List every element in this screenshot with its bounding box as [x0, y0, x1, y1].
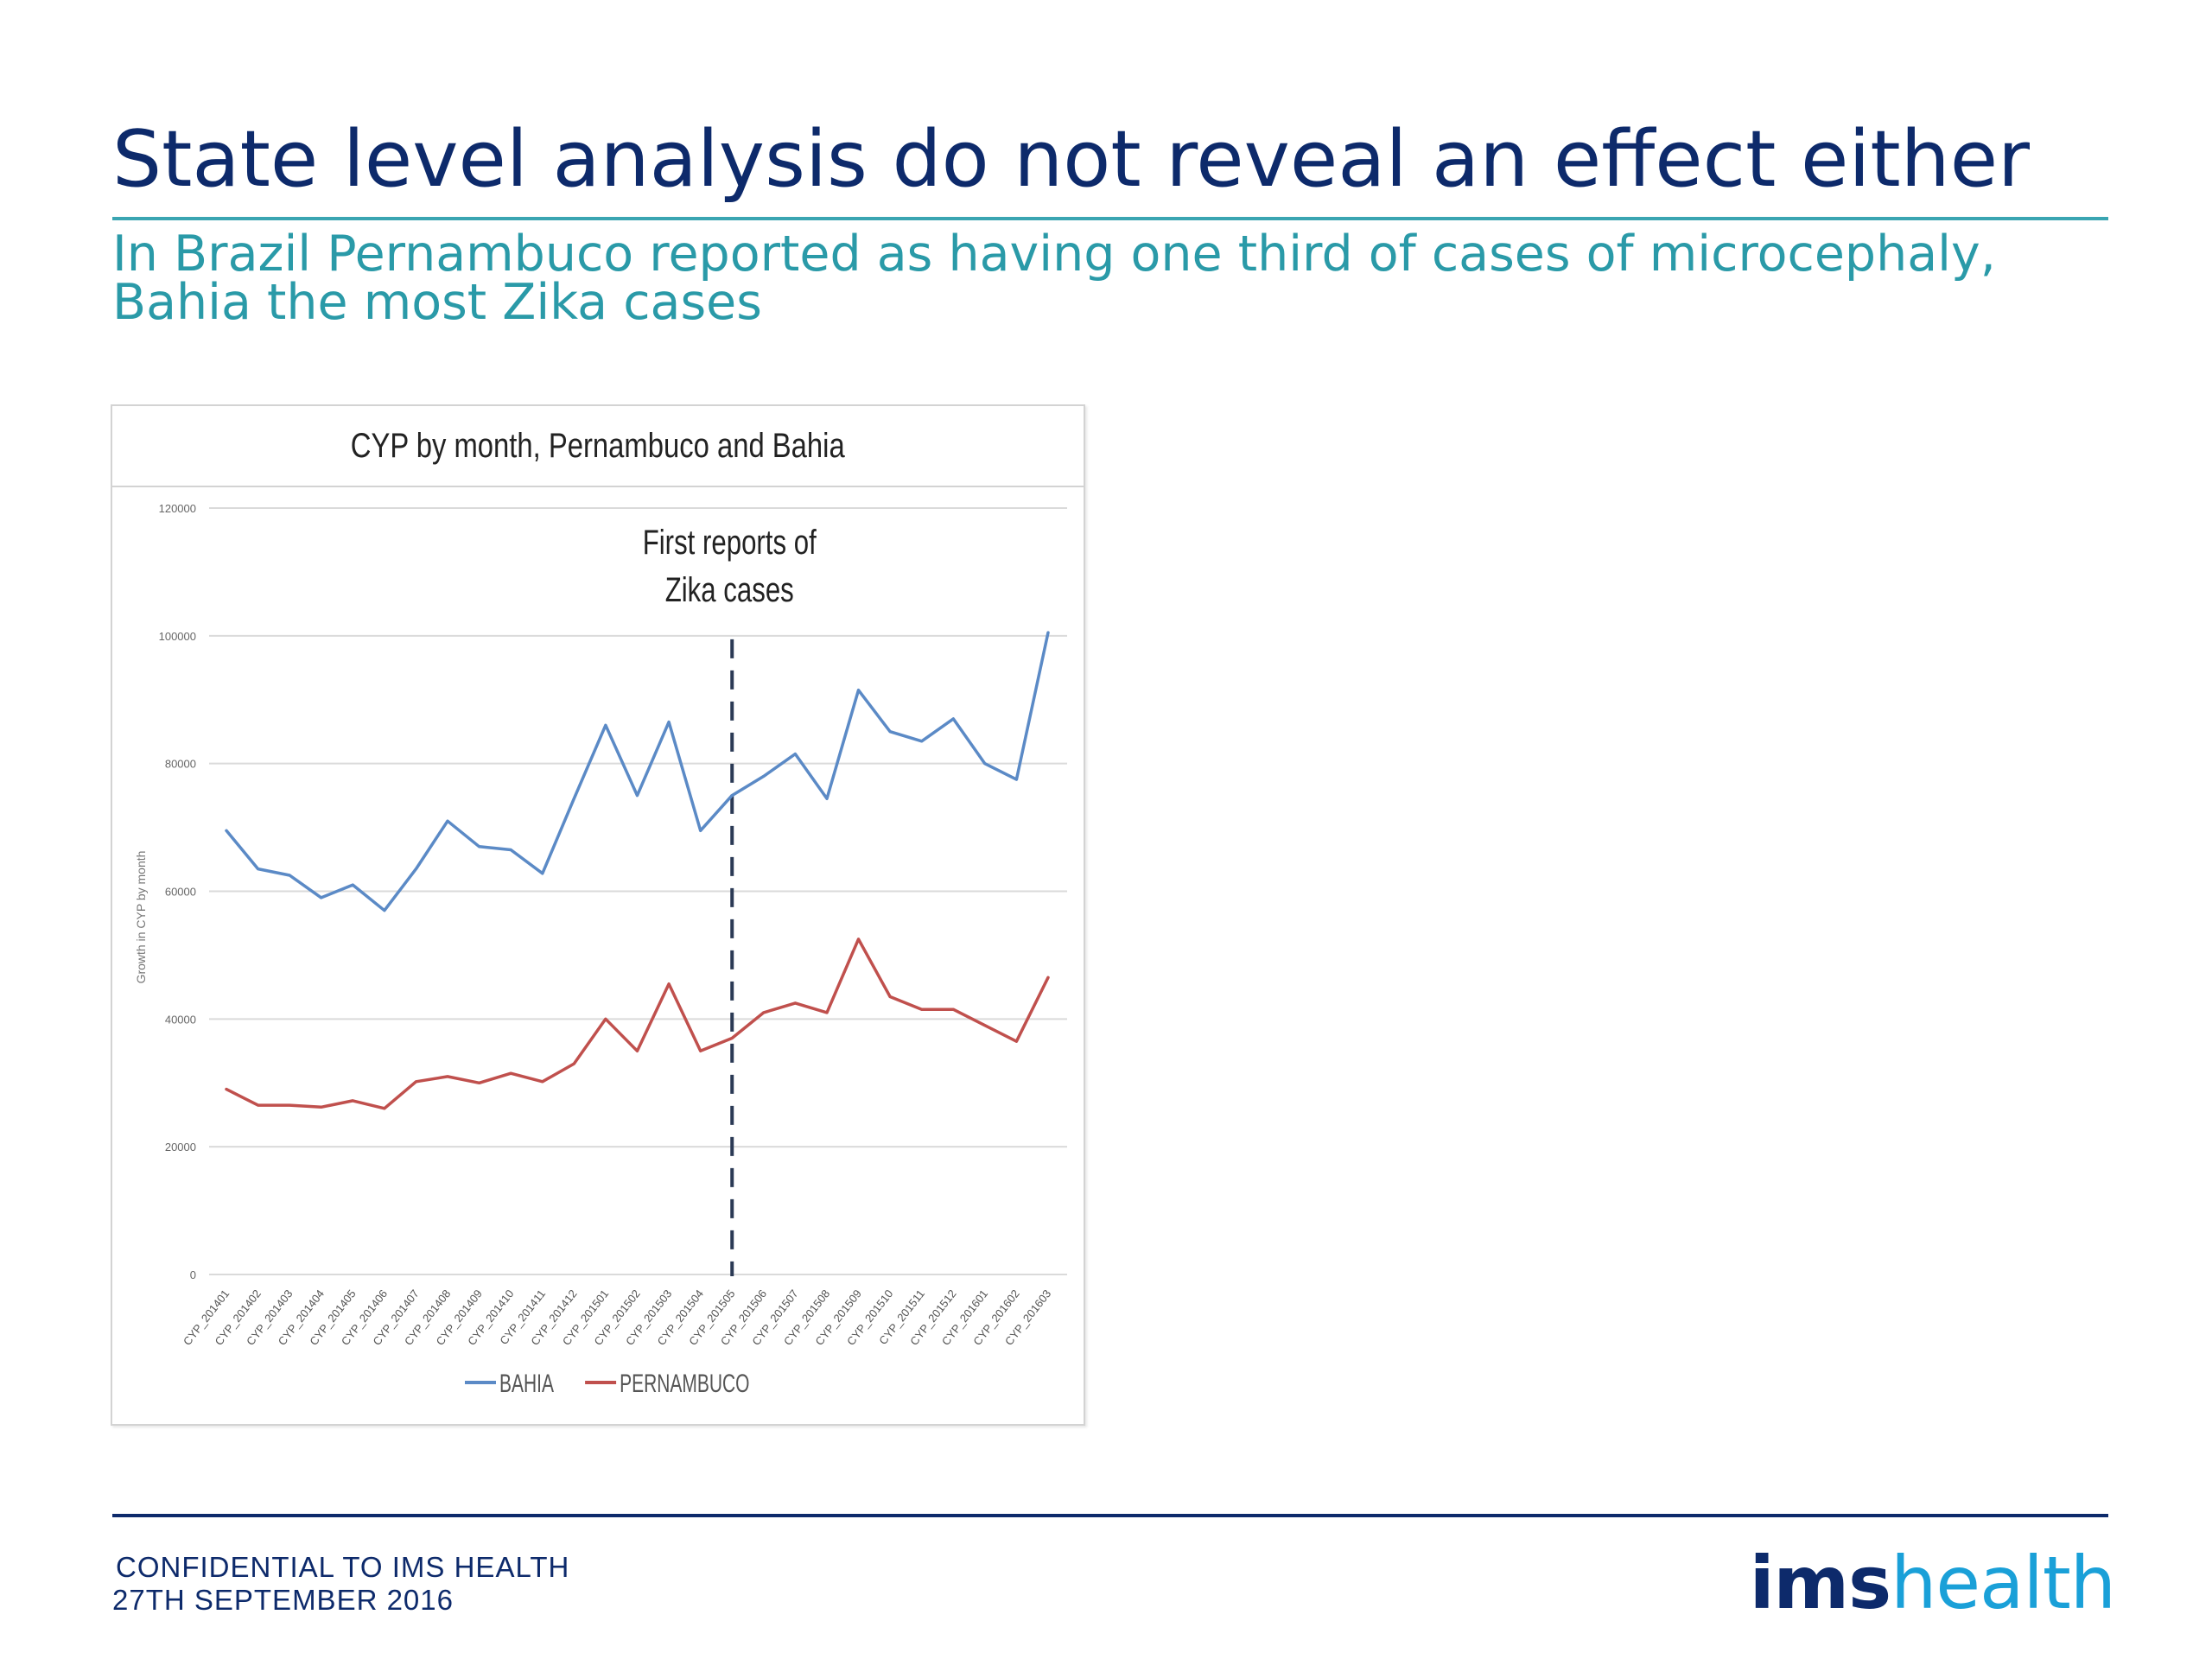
series-line-bahia [225, 631, 1050, 912]
legend-label-bahia: BAHIA [499, 1370, 555, 1398]
footer-confidential: CONFIDENTIAL TO IMS HEALTH [116, 1551, 570, 1583]
y-tick-label: 100000 [159, 630, 196, 643]
footer-divider [112, 1514, 2108, 1517]
footer-date: 27TH SEPTEMBER 2016 [112, 1584, 454, 1616]
series-line-pernambuco [225, 938, 1050, 1110]
y-axis-label: Growth in CYP by month [134, 851, 148, 984]
logo-ims-text: ims [1749, 1541, 1891, 1625]
chart-container: CYP by month, Pernambuco and Bahia 0 2000… [111, 404, 1085, 1426]
annotation-text-line2: Zika cases [665, 570, 794, 609]
slide-title: State level analysis do not reveal an ef… [112, 114, 2031, 205]
y-tick-label: 0 [190, 1268, 196, 1281]
legend-label-pernambuco: PERNAMBUCO [620, 1370, 749, 1398]
chart-header: CYP by month, Pernambuco and Bahia [112, 406, 1084, 487]
y-tick-label: 120000 [159, 502, 196, 515]
logo-health-text: health [1891, 1541, 2116, 1625]
chart-title: CYP by month, Pernambuco and Bahia [351, 426, 845, 465]
y-tick-label: 60000 [165, 886, 196, 899]
annotation-text-line1: First reports of [643, 523, 817, 562]
y-tick-label: 80000 [165, 758, 196, 771]
y-tick-label: 40000 [165, 1013, 196, 1026]
ims-health-logo: imshealth [1749, 1540, 2116, 1626]
y-tick-label: 20000 [165, 1141, 196, 1154]
slide-subtitle: In Brazil Pernambuco reported as having … [112, 226, 1996, 331]
title-divider [112, 217, 2108, 220]
line-chart: 0 20000 40000 60000 80000 100000 120000 Growth … [134, 502, 1067, 1398]
